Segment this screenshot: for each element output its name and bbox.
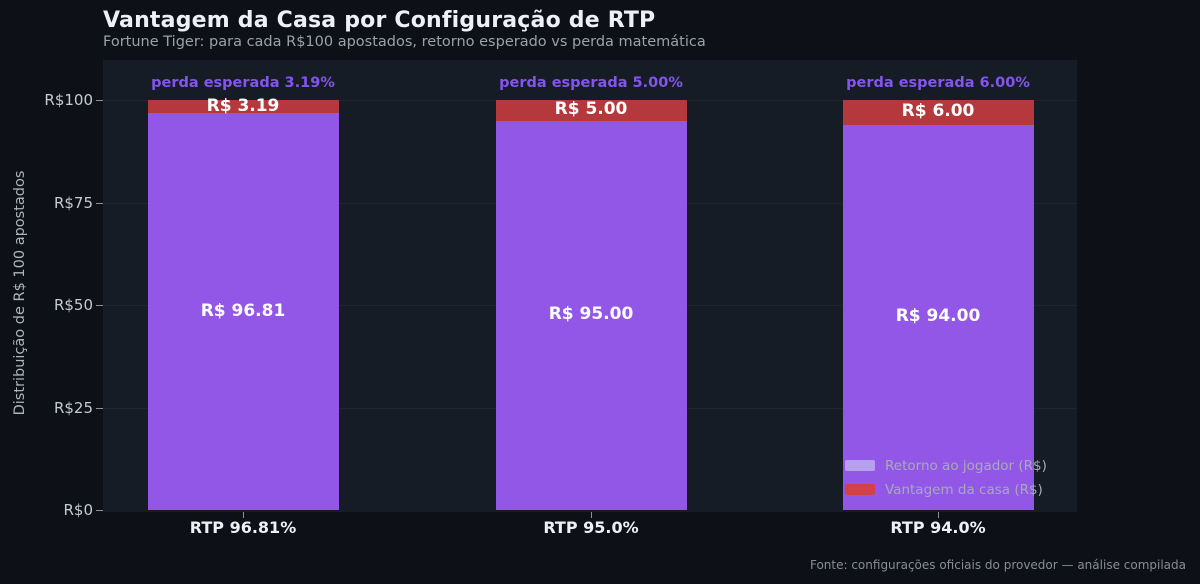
y-tick-label: R$0 xyxy=(63,501,93,519)
chart-title: Vantagem da Casa por Configuração de RTP xyxy=(103,8,656,33)
house-edge-value-label: R$ 3.19 xyxy=(206,95,280,116)
footer-source: Fonte: configurações oficiais do provedo… xyxy=(809,558,1186,572)
y-tick-mark xyxy=(96,510,103,511)
house-edge-value-label: R$ 6.00 xyxy=(901,101,975,122)
expected-loss-annotation: perda esperada 3.19% xyxy=(151,75,335,91)
house-edge-value-label: R$ 5.00 xyxy=(554,99,628,120)
legend-item: Retorno ao jogador (R$) xyxy=(845,455,1047,476)
y-tick-mark xyxy=(96,100,103,101)
x-tick-label: RTP 96.81% xyxy=(189,518,297,537)
house-edge-bar xyxy=(147,100,339,114)
legend: Retorno ao jogador (R$) Vantagem da casa … xyxy=(845,455,1047,500)
x-tick-mark xyxy=(243,512,244,518)
expected-loss-annotation: perda esperada 5.00% xyxy=(499,75,683,91)
x-tick-label: RTP 94.0% xyxy=(890,518,986,537)
y-tick-mark xyxy=(96,202,103,204)
chart-subtitle: Fortune Tiger: para cada R$100 apostados… xyxy=(103,34,706,50)
player-return-bar xyxy=(842,124,1034,510)
y-tick-mark xyxy=(96,305,103,306)
house-edge-bar xyxy=(495,100,687,121)
player-return-value-label: R$ 94.00 xyxy=(895,306,981,327)
legend-swatch-player-return xyxy=(845,460,875,471)
y-tick-label: R$75 xyxy=(53,193,93,212)
house-edge-bar xyxy=(842,100,1034,125)
x-tick-mark xyxy=(591,512,592,518)
player-return-bar xyxy=(147,113,339,510)
legend-swatch-house-edge xyxy=(845,484,875,495)
legend-label: Retorno ao jogador (R$) xyxy=(885,457,1047,474)
y-tick-label: R$25 xyxy=(53,398,93,417)
expected-loss-annotation: perda esperada 6.00% xyxy=(846,75,1030,91)
y-tick-mark xyxy=(96,407,103,409)
y-tick-label: R$100 xyxy=(44,91,93,109)
y-tick-label: R$50 xyxy=(53,296,93,314)
x-tick-label: RTP 95.0% xyxy=(543,518,639,537)
player-return-value-label: R$ 95.00 xyxy=(548,304,634,325)
x-tick-mark xyxy=(938,512,939,518)
legend-item: Vantagem da casa (R$) xyxy=(845,479,1047,500)
player-return-value-label: R$ 96.81 xyxy=(200,300,286,321)
legend-label: Vantagem da casa (R$) xyxy=(885,481,1043,498)
player-return-bar xyxy=(495,120,687,510)
